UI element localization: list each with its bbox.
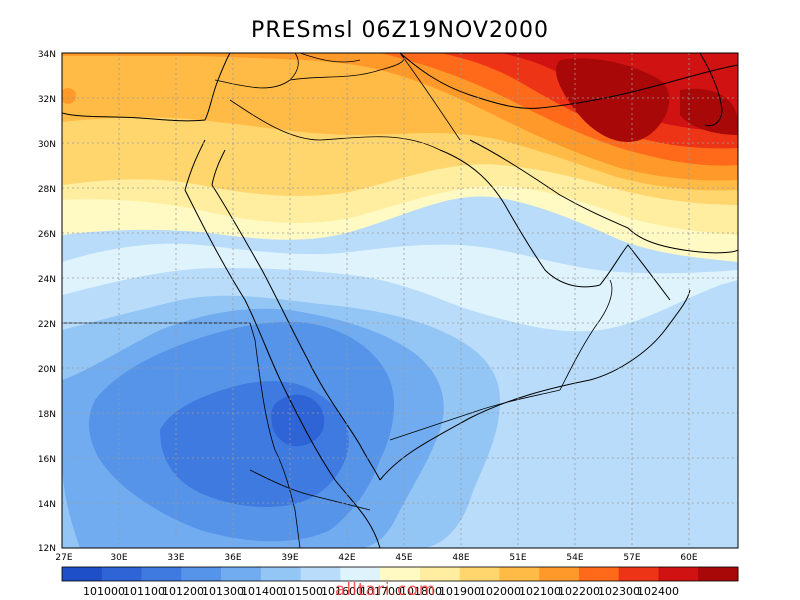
- colorbar-label: 102000: [479, 585, 521, 598]
- border-turkey-syria: [299, 53, 361, 63]
- colorbar-label: 101800: [400, 585, 442, 598]
- border-iraq-iran: [399, 53, 461, 141]
- colorbar-swatch: [141, 567, 182, 581]
- colorbar-swatch: [618, 567, 659, 581]
- colorbar-label: 101700: [360, 585, 402, 598]
- y-label: 20N: [38, 365, 56, 375]
- red-sea-west-coast: [184, 189, 381, 548]
- colorbar-swatch: [459, 567, 500, 581]
- y-label: 28N: [38, 185, 56, 195]
- border-iraq: [289, 53, 405, 81]
- x-label: 42E: [338, 553, 355, 563]
- colorbar-swatch: [221, 567, 262, 581]
- colorbar-labels: 101000 101100 101200 101300 101400 10150…: [83, 585, 679, 598]
- x-axis-labels: 27E 30E 33E 36E 39E 42E 45E 48E 51E 54E …: [55, 553, 697, 563]
- y-label: 12N: [38, 544, 56, 554]
- y-label: 30N: [38, 140, 56, 150]
- colorbar-swatch: [698, 567, 739, 581]
- colorbar-label: 101600: [321, 585, 363, 598]
- colorbar-label: 101000: [83, 585, 125, 598]
- colorbar-label: 102200: [558, 585, 600, 598]
- x-label: 30E: [110, 553, 127, 563]
- band-102600b: [680, 88, 738, 135]
- colorbar-swatch: [499, 567, 540, 581]
- x-label: 60E: [680, 553, 697, 563]
- colorbar-label: 101100: [123, 585, 165, 598]
- x-label: 27E: [55, 553, 72, 563]
- band-small-warm: [62, 88, 76, 104]
- border-ethiopia: [249, 469, 371, 511]
- x-label: 36E: [224, 553, 241, 563]
- x-label: 45E: [395, 553, 412, 563]
- colorbar: [61, 566, 739, 582]
- border-sudan-eritrea: [254, 339, 301, 548]
- pressure-field: [62, 53, 738, 548]
- persian-gulf-west: [439, 149, 601, 288]
- y-label: 26N: [38, 230, 56, 240]
- band-102600: [555, 58, 670, 142]
- y-label: 16N: [38, 455, 56, 465]
- x-label: 48E: [452, 553, 469, 563]
- colorbar-label: 102300: [598, 585, 640, 598]
- colorbar-swatch: [62, 567, 103, 581]
- mediterranean-coast: [62, 53, 231, 122]
- y-label: 24N: [38, 275, 56, 285]
- colorbar-swatch: [300, 567, 341, 581]
- watermark: alltari.com: [335, 580, 437, 600]
- y-label: 14N: [38, 500, 56, 510]
- caspian: [699, 53, 723, 127]
- colorbar-swatch: [380, 567, 421, 581]
- colorbar-swatch: [101, 567, 143, 581]
- map-title: PRESmsl 06Z19NOV2000: [251, 18, 549, 43]
- y-label: 34N: [38, 50, 56, 60]
- persian-gulf-east: [469, 139, 738, 254]
- colorbar-label: 101300: [202, 585, 244, 598]
- y-axis-labels: 34N 32N 30N 28N 26N 24N 22N 20N 18N 16N …: [38, 50, 56, 554]
- border-saudi-north: [229, 99, 441, 151]
- x-label: 39E: [281, 553, 298, 563]
- red-sea-east-coast: [211, 184, 381, 481]
- oman-coast: [599, 244, 671, 301]
- x-label: 51E: [509, 553, 526, 563]
- colorbar-swatch: [539, 567, 580, 581]
- x-label: 33E: [167, 553, 184, 563]
- x-label: 54E: [566, 553, 583, 563]
- y-label: 22N: [38, 320, 56, 330]
- x-label: 57E: [623, 553, 640, 563]
- y-label: 32N: [38, 95, 56, 105]
- colorbar-swatch: [578, 567, 620, 581]
- border-egypt-sudan: [249, 322, 256, 341]
- colorbar-swatch: [658, 567, 699, 581]
- band-101000: [271, 394, 325, 447]
- colorbar-swatch: [260, 567, 302, 581]
- y-label: 18N: [38, 410, 56, 420]
- border-saudi-oman: [559, 279, 613, 391]
- border-saudi-yemen: [389, 389, 561, 441]
- borders: [62, 53, 613, 548]
- colorbar-label: 101200: [162, 585, 204, 598]
- colorbar-label: 101500: [281, 585, 323, 598]
- plot-frame: [61, 52, 739, 549]
- colorbar-swatch: [340, 567, 381, 581]
- colorbar-label: 101400: [241, 585, 283, 598]
- colorbar-label: 102400: [637, 585, 679, 598]
- colorbar-label: 101900: [439, 585, 481, 598]
- border-jordan: [214, 53, 299, 89]
- colorbar-swatch: [419, 567, 461, 581]
- colorbar-swatch: [181, 567, 222, 581]
- colorbar-label: 102100: [519, 585, 561, 598]
- iran-north: [399, 53, 738, 109]
- colorbar-frame: [61, 566, 739, 582]
